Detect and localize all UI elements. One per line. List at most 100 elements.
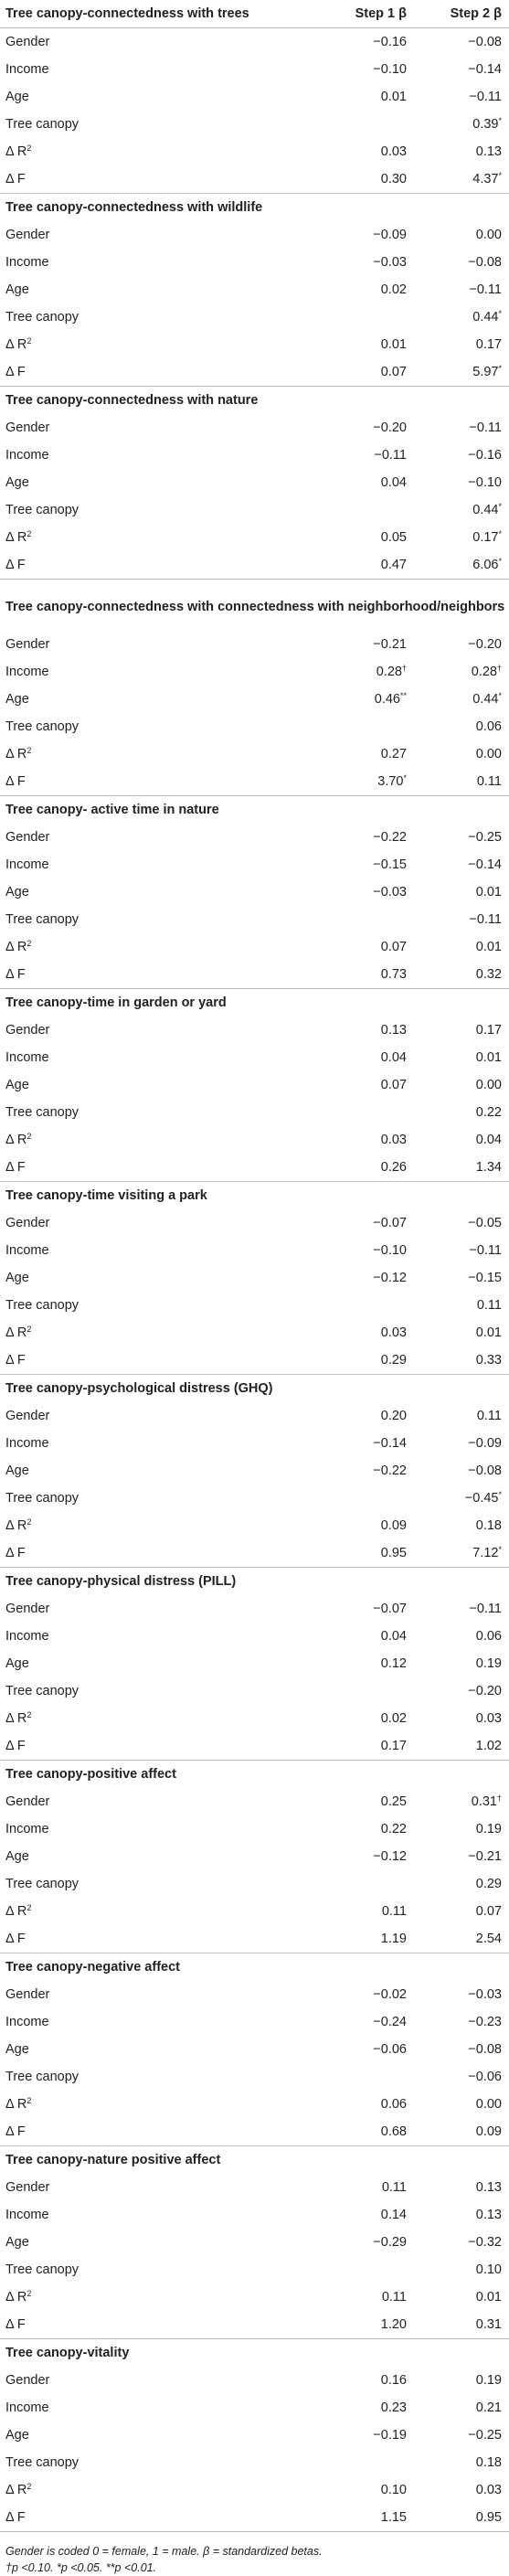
step2-value: 0.00 bbox=[475, 1078, 502, 1092]
step1-value-cell: −0.07 bbox=[315, 1595, 414, 1623]
step2-value-cell: 0.11 bbox=[414, 1402, 509, 1430]
row-label-cell: Income bbox=[0, 1623, 315, 1650]
section-title: Tree canopy-psychological distress (GHQ) bbox=[0, 1374, 509, 1402]
step2-value-cell: −0.11 bbox=[414, 906, 509, 933]
step1-value: −0.06 bbox=[373, 2042, 407, 2057]
row-label-cell: Δ R2 bbox=[0, 740, 315, 768]
step2-value: 0.18 bbox=[475, 1518, 502, 1533]
row-label-cell: Tree canopy bbox=[0, 303, 315, 331]
row-label-superscript: 2 bbox=[27, 1903, 32, 1912]
row-label-superscript: 2 bbox=[27, 1710, 32, 1719]
step2-value-cell: 0.31 bbox=[414, 2311, 509, 2339]
step1-value: −0.21 bbox=[373, 637, 407, 652]
row-label-cell: Δ F bbox=[0, 1347, 315, 1375]
step2-value: 0.13 bbox=[475, 144, 502, 159]
section-title: Tree canopy-connectedness with wildlife bbox=[0, 193, 509, 221]
table-row: Tree canopy 0.10 bbox=[0, 2256, 509, 2283]
step1-value: 0.03 bbox=[380, 1133, 407, 1147]
row-label-cell: Gender bbox=[0, 1595, 315, 1623]
row-label-superscript: 2 bbox=[27, 746, 32, 755]
step2-value-cell: −0.08 bbox=[414, 1457, 509, 1485]
step2-value-cell: −0.11 bbox=[414, 414, 509, 442]
row-label-cell: Age bbox=[0, 276, 315, 303]
step2-value: 0.03 bbox=[475, 1711, 502, 1726]
row-label: Δ F bbox=[5, 1160, 26, 1175]
table-row: Δ R2 0.02 0.03 bbox=[0, 1705, 509, 1732]
row-label: Δ F bbox=[5, 1546, 26, 1560]
section-heading-row: Tree canopy-psychological distress (GHQ) bbox=[0, 1374, 509, 1402]
row-label: Δ R bbox=[5, 337, 27, 352]
step2-value-cell: 0.01 bbox=[414, 1319, 509, 1347]
step2-value: −0.11 bbox=[469, 912, 502, 927]
step2-value-superscript: † bbox=[496, 664, 502, 673]
step2-value: −0.11 bbox=[469, 90, 502, 104]
row-label-cell: Gender bbox=[0, 631, 315, 658]
row-label: Gender bbox=[5, 1987, 50, 2002]
table-row: Age −0.12 −0.21 bbox=[0, 1843, 509, 1870]
step2-value: 0.17 bbox=[475, 337, 502, 352]
step1-value: −0.03 bbox=[373, 255, 407, 270]
table-row: Gender −0.16 −0.08 bbox=[0, 28, 509, 57]
step1-value: 3.70 bbox=[377, 774, 404, 789]
row-label: Gender bbox=[5, 2373, 50, 2388]
step1-value-cell: 0.68 bbox=[315, 2118, 414, 2146]
table-row: Tree canopy 0.39* bbox=[0, 111, 509, 138]
table-row: Δ R2 0.11 0.01 bbox=[0, 2283, 509, 2311]
step1-value: −0.03 bbox=[373, 885, 407, 899]
step1-value-cell: 0.22 bbox=[315, 1815, 414, 1843]
row-label-cell: Δ F bbox=[0, 1154, 315, 1182]
step1-value: −0.24 bbox=[373, 2015, 407, 2029]
step1-value: 0.04 bbox=[380, 1050, 407, 1065]
row-label: Tree canopy bbox=[5, 1877, 80, 1891]
step1-value-cell: −0.07 bbox=[315, 1209, 414, 1237]
step2-value: −0.03 bbox=[468, 1987, 502, 2002]
section-title: Tree canopy-connectedness with nature bbox=[0, 386, 509, 414]
table-row: Income −0.15 −0.14 bbox=[0, 851, 509, 878]
section-title: Tree canopy- active time in nature bbox=[0, 795, 509, 824]
row-label: Δ R bbox=[5, 1325, 27, 1340]
step2-value-cell: 0.13 bbox=[414, 2201, 509, 2229]
table-row: Δ F 3.70* 0.11 bbox=[0, 768, 509, 796]
row-label: Income bbox=[5, 2015, 49, 2029]
row-label-cell: Age bbox=[0, 686, 315, 713]
step1-value-cell bbox=[315, 2449, 414, 2476]
table-row: Gender 0.16 0.19 bbox=[0, 2367, 509, 2394]
step2-value-cell: 0.00 bbox=[414, 740, 509, 768]
step2-value: 1.02 bbox=[475, 1739, 502, 1753]
step1-value: −0.19 bbox=[373, 2428, 407, 2443]
section-heading-row: Tree canopy-time in garden or yard bbox=[0, 988, 509, 1017]
step2-value-cell: 0.28† bbox=[414, 658, 509, 686]
row-label: Age bbox=[5, 90, 29, 104]
step1-value-cell: 0.11 bbox=[315, 2174, 414, 2201]
row-label-cell: Income bbox=[0, 249, 315, 276]
table-row: Age 0.07 0.00 bbox=[0, 1071, 509, 1099]
section-heading-row: Tree canopy-vitality bbox=[0, 2338, 509, 2367]
row-label-cell: Δ F bbox=[0, 551, 315, 580]
row-label: Gender bbox=[5, 420, 50, 435]
step2-value-cell: 0.03 bbox=[414, 2476, 509, 2504]
step1-value: 0.11 bbox=[381, 1904, 407, 1919]
step1-value-cell: 0.04 bbox=[315, 1623, 414, 1650]
step1-value: −0.10 bbox=[373, 62, 407, 77]
step2-value-cell: 7.12* bbox=[414, 1539, 509, 1568]
row-label-cell: Gender bbox=[0, 28, 315, 57]
step1-value-cell bbox=[315, 2063, 414, 2091]
step1-value-cell: −0.24 bbox=[315, 2008, 414, 2036]
step1-value-cell: 0.01 bbox=[315, 83, 414, 111]
table-row: Tree canopy −0.06 bbox=[0, 2063, 509, 2091]
step1-value-cell: 0.46** bbox=[315, 686, 414, 713]
step2-value: 0.04 bbox=[475, 1133, 502, 1147]
row-label: Income bbox=[5, 1436, 49, 1451]
row-label: Age bbox=[5, 1849, 29, 1864]
row-label-superscript: 2 bbox=[27, 336, 32, 346]
row-label-cell: Age bbox=[0, 1264, 315, 1292]
step2-value: 0.00 bbox=[475, 2097, 502, 2112]
row-label: Gender bbox=[5, 35, 50, 49]
row-label-cell: Income bbox=[0, 851, 315, 878]
table-row: Tree canopy 0.06 bbox=[0, 713, 509, 740]
row-label-cell: Δ R2 bbox=[0, 138, 315, 165]
table-row: Δ R2 0.03 0.13 bbox=[0, 138, 509, 165]
step2-value-cell: 0.44* bbox=[414, 686, 509, 713]
table-row: Gender −0.20 −0.11 bbox=[0, 414, 509, 442]
step2-value-cell: 0.17* bbox=[414, 524, 509, 551]
